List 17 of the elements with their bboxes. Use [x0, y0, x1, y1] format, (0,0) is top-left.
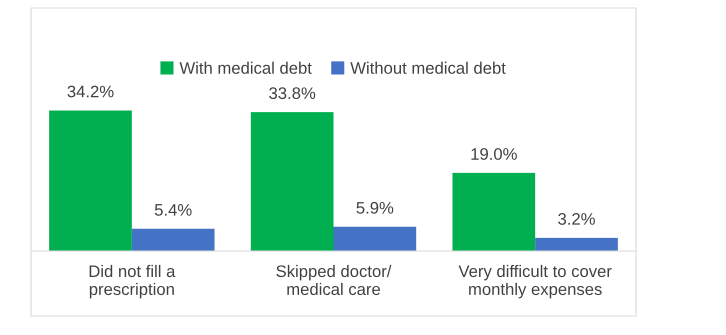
data-label: 19.0%	[471, 148, 517, 160]
x-tick-label: Did not fill a prescription	[90, 264, 176, 298]
data-label: 33.8%	[269, 87, 316, 100]
data-label: 34.2%	[68, 86, 114, 98]
bar	[250, 112, 334, 251]
bar	[132, 228, 215, 251]
bar	[535, 238, 618, 251]
data-label: 3.2%	[558, 213, 595, 225]
legend-label: With medical debt	[180, 62, 312, 74]
legend-label: Without medical debt	[350, 62, 506, 74]
data-label: 5.9%	[356, 202, 394, 214]
data-label: 5.4%	[154, 204, 192, 216]
x-tick-label: Very difficult to cover monthly expenses	[458, 264, 612, 298]
bar	[452, 172, 536, 251]
bar	[49, 110, 132, 251]
bar	[334, 226, 416, 251]
x-tick-label: Skipped doctor/ medical care	[276, 264, 392, 296]
